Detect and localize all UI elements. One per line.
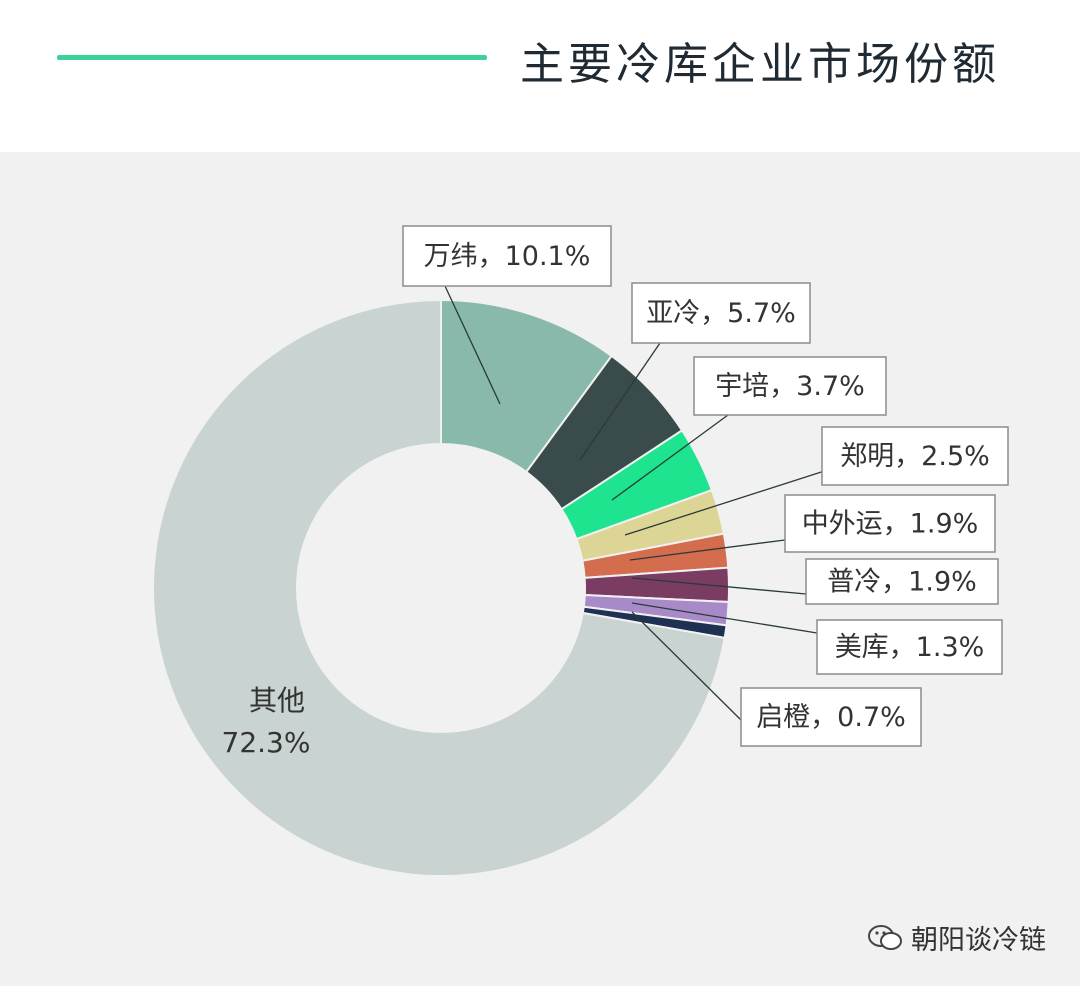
leader-line-郑明 [624, 465, 841, 536]
header-accent-line [57, 55, 487, 60]
leader-line-中外运 [629, 539, 786, 561]
data-label-郑明: 郑明，2.5% [840, 441, 990, 472]
page-title: 主要冷库企业市场份额 [520, 39, 1000, 90]
watermark-text: 朝阳谈冷链 [911, 925, 1046, 956]
label-box-美库 [816, 619, 1003, 675]
leader-line-美库 [631, 602, 818, 634]
label-box-万纬 [402, 225, 612, 287]
data-label-启橙: 启橙，0.7% [756, 702, 906, 733]
data-label-其他-name: 其他 [249, 684, 305, 717]
label-box-普冷 [805, 558, 999, 605]
leader-line-亚冷 [579, 342, 661, 461]
watermark: 朝阳谈冷链 [867, 918, 1046, 957]
data-label-美库: 美库，1.3% [835, 632, 985, 663]
data-label-亚冷: 亚冷，5.7% [646, 298, 796, 329]
data-label-其他-value: 72.3% [222, 726, 311, 759]
data-label-普冷: 普冷，1.9% [827, 567, 977, 598]
label-box-亚冷 [631, 282, 811, 344]
leader-line-宇培 [611, 414, 729, 501]
slice-其他 [152, 298, 726, 877]
label-box-中外运 [784, 494, 996, 553]
data-label-宇培: 宇培，3.7% [715, 371, 865, 402]
data-label-中外运: 中外运，1.9% [802, 509, 979, 540]
label-box-宇培 [693, 356, 887, 416]
leader-line-启橙 [631, 611, 742, 721]
label-box-启橙 [740, 687, 922, 747]
data-label-万纬: 万纬，10.1% [424, 241, 591, 272]
label-box-郑明 [821, 426, 1009, 486]
leader-line-普冷 [631, 577, 807, 595]
leader-line-万纬 [444, 285, 501, 405]
wechat-icon [868, 924, 902, 950]
